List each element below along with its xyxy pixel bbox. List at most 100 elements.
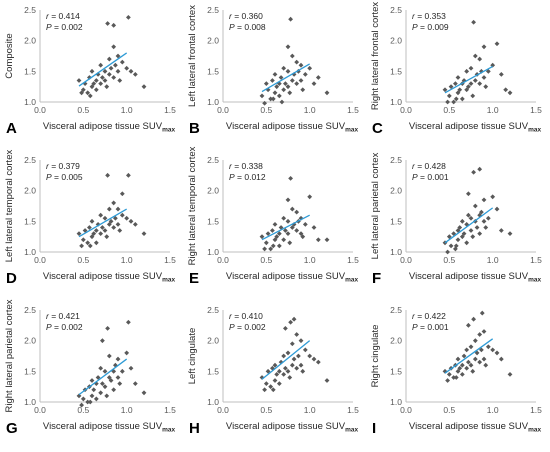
data-point [98,212,104,218]
data-point [108,65,114,71]
data-point [445,99,450,105]
data-point [259,375,265,380]
data-point [274,84,280,90]
data-point [459,372,465,377]
panel-f: 1.0 1.5 2.0 2.5 0.0 0.5 1.0 1.5 Left lateral par… [370,152,542,287]
data-point [459,234,465,240]
data-point [477,56,483,62]
data-point [307,65,313,71]
data-point [105,21,110,26]
data-point [288,16,293,22]
y-tick-label: 2.0 [390,336,402,346]
data-point [472,53,478,59]
data-point [117,78,123,83]
data-point [100,338,105,344]
x-axis-label: Visceral adipose tissue SUVmax [409,421,542,434]
data-point [461,231,467,236]
y-tick-label: 2.0 [24,336,36,346]
data-point [115,53,121,59]
p-value: P = 0.002 [229,322,266,332]
data-point [470,368,476,374]
data-point [285,368,291,374]
data-point [119,59,125,65]
y-tick-label: 2.5 [207,155,219,165]
data-point [141,84,147,90]
data-point [89,393,95,399]
data-point [106,56,112,62]
x-tick-label: 1.5 [530,255,542,265]
data-point [111,44,117,50]
data-point [507,372,513,377]
data-point [98,231,104,236]
data-point [270,228,275,233]
data-point [466,322,471,328]
data-point [141,390,147,396]
data-point [485,215,491,221]
data-point [268,246,274,252]
data-point [442,87,448,93]
y-tick-label: 1.5 [390,366,402,376]
data-point [455,368,461,374]
data-point [294,228,300,233]
x-tick-label: 0.5 [260,105,272,115]
data-point [111,225,117,230]
data-point [124,350,130,356]
trend-line [444,207,494,244]
data-point [276,93,282,99]
data-point [477,166,483,172]
x-axis-label: Visceral adipose tissue SUVmax [43,421,176,434]
panel-g: 1.0 1.5 2.0 2.5 0.0 0.5 1.0 1.5 Right lateral pa… [4,299,176,437]
data-point [287,240,293,246]
data-point [289,341,295,347]
x-axis-label: Visceral adipose tissue SUVmax [43,121,176,134]
y-axis-label: Right lateral parietal cortex [4,299,15,412]
data-point [113,62,118,68]
data-point [446,372,452,377]
data-point [102,384,108,390]
r-value: r = 0.421 [46,311,80,321]
y-tick-label: 1.5 [207,66,219,76]
r-value: r = 0.360 [229,11,263,21]
data-point [483,84,489,90]
data-point [479,347,484,353]
x-tick-label: 1.0 [304,105,316,115]
data-point [268,384,274,390]
p-value: P = 0.001 [412,172,449,182]
data-point [311,81,317,86]
x-tick-label: 1.0 [487,405,499,415]
data-point [115,68,121,74]
data-point [95,222,101,227]
data-point [281,237,287,243]
data-point [111,22,117,28]
data-point [80,237,86,243]
data-point [503,87,509,93]
data-point [102,215,108,221]
data-point [111,200,117,206]
data-point [285,44,291,50]
data-point [302,222,308,227]
x-tick-label: 0.0 [217,255,229,265]
y-tick-label: 1.5 [24,66,36,76]
data-point [98,81,104,86]
data-point [132,381,138,386]
data-point [100,75,105,80]
data-point [106,375,112,380]
y-axis-label: Left cingulate [187,328,198,385]
x-tick-label: 0.5 [77,405,89,415]
data-point [283,326,288,331]
panel-c: 1.0 1.5 2.0 2.5 0.0 0.5 1.0 1.5 Right lateral fr… [370,2,542,137]
data-point [106,353,112,359]
data-point [311,356,317,362]
data-point [302,347,308,353]
y-tick-label: 2.5 [24,305,36,315]
data-point [76,393,82,399]
y-tick-label: 1.5 [207,366,219,376]
y-axis-label: Left lateral parietal cortex [370,152,381,259]
data-point [281,353,287,359]
data-point [455,75,461,80]
data-point [102,68,108,74]
data-point [141,231,147,236]
data-point [466,212,471,218]
data-point [79,243,84,249]
panel-letter: B [189,120,200,137]
